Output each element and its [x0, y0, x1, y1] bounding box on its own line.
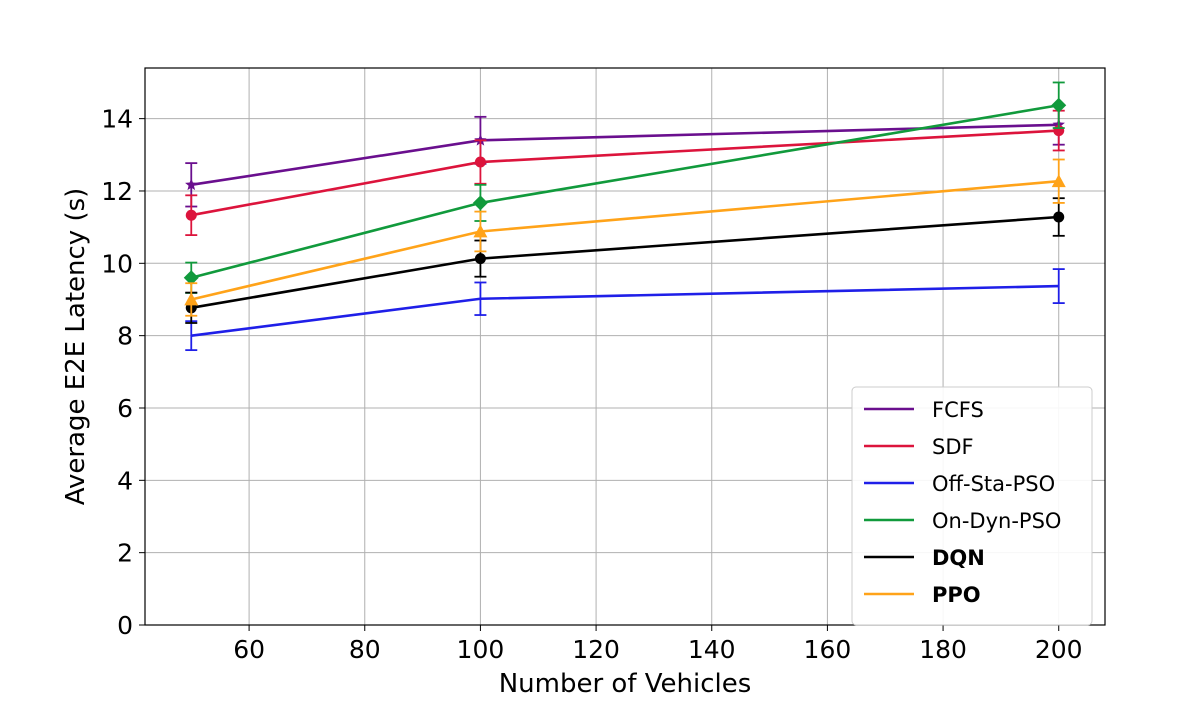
y-tick-label: 4	[117, 466, 133, 495]
data-point	[185, 209, 197, 221]
data-point	[472, 195, 488, 211]
data-point	[1051, 174, 1066, 188]
data-point	[183, 270, 199, 286]
series-layer	[183, 81, 1067, 352]
x-tick-label: 200	[1035, 635, 1083, 664]
x-tick-label: 120	[572, 635, 620, 664]
tick-layer: 60 80 100 120 140 160 180 200 0 2 4 6 8 10 12 14	[101, 105, 1082, 664]
series-line	[191, 215, 1059, 310]
legend-item: FCFS	[864, 398, 984, 422]
data-point	[473, 224, 488, 238]
x-axis-title: Number of Vehicles	[499, 669, 752, 699]
legend-item: DQN	[864, 546, 985, 570]
series-line	[190, 179, 1059, 301]
data-point	[1051, 97, 1067, 113]
y-tick-label: 12	[101, 177, 133, 206]
y-axis-title: Average E2E Latency (s)	[61, 188, 91, 506]
series-line	[191, 284, 1059, 337]
x-tick-label: 180	[919, 635, 967, 664]
series-ppo	[184, 158, 1066, 317]
y-tick-label: 14	[101, 105, 133, 134]
legend-label: FCFS	[932, 398, 984, 422]
data-point	[474, 253, 486, 265]
data-point	[1053, 211, 1065, 223]
series-line	[191, 129, 1059, 217]
series-off-sta-pso	[185, 268, 1065, 352]
series-on-dyn-pso	[183, 81, 1067, 294]
data-point	[185, 178, 198, 191]
legend-label: SDF	[932, 435, 974, 459]
legend-item: SDF	[864, 435, 974, 459]
legend: FCFS SDF Off-Sta-PSO On-Dyn-PSO DQN PPO	[851, 386, 1093, 626]
y-tick-label: 0	[117, 611, 133, 640]
legend-item: PPO	[864, 583, 981, 607]
y-tick-label: 10	[101, 249, 133, 278]
legend-item: On-Dyn-PSO	[864, 509, 1061, 533]
data-point	[184, 292, 199, 306]
x-tick-label: 160	[804, 635, 852, 664]
y-tick-label: 8	[117, 322, 133, 351]
legend-label: Off-Sta-PSO	[932, 472, 1055, 496]
legend-label: PPO	[932, 583, 981, 607]
legend-label: DQN	[932, 546, 985, 570]
x-tick-label: 80	[349, 635, 381, 664]
y-tick-label: 2	[117, 539, 133, 568]
x-tick-label: 140	[688, 635, 736, 664]
legend-item: Off-Sta-PSO	[864, 472, 1055, 496]
series-dqn	[185, 197, 1065, 324]
x-tick-label: 60	[233, 635, 265, 664]
legend-label: On-Dyn-PSO	[932, 509, 1061, 533]
data-point	[474, 156, 486, 168]
x-tick-label: 100	[457, 635, 505, 664]
plot-frame	[144, 67, 1106, 626]
y-tick-label: 6	[117, 394, 133, 423]
